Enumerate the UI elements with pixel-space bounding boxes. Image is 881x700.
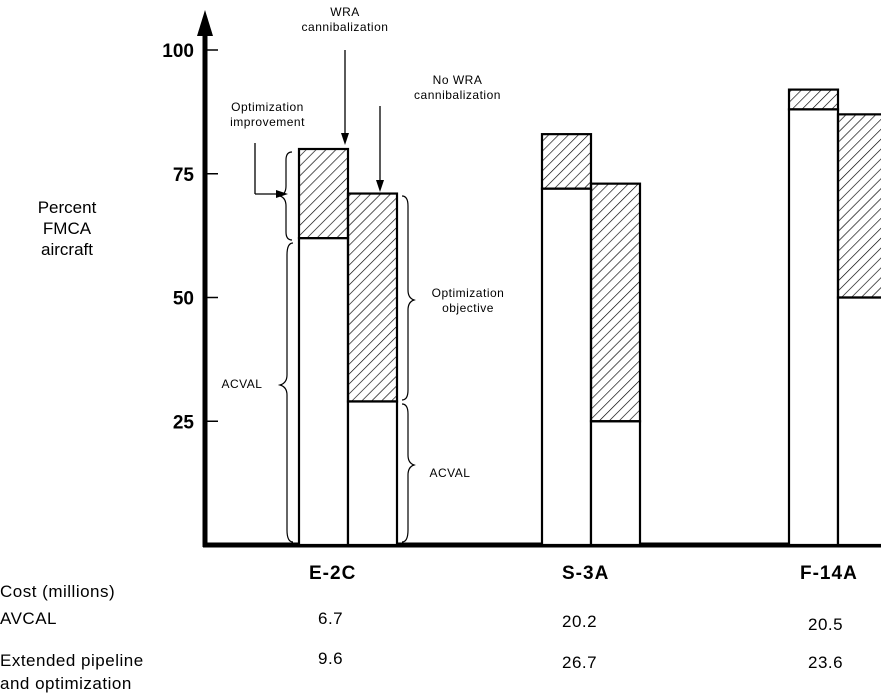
cost-value: 20.5 <box>808 615 844 634</box>
annotation-line: Optimization <box>231 100 304 114</box>
cost-value: 20.2 <box>562 612 598 631</box>
category-label: F-14A <box>800 563 858 584</box>
annotation-line: objective <box>442 301 494 315</box>
cost-value: 26.7 <box>562 653 598 672</box>
bar-optimization-e-2c-no-wra <box>346 192 399 403</box>
cost-row-label: Extended pipeline <box>0 651 144 670</box>
cost-value: 6.7 <box>318 609 344 628</box>
y-ticks: 25 50 75 100 <box>162 41 218 433</box>
y-tick-label: 25 <box>173 412 195 433</box>
bars <box>297 88 881 547</box>
cost-value: 23.6 <box>808 653 844 672</box>
y-axis-label-line: Percent <box>37 198 97 217</box>
annotation-no-wra: No WRA cannibalization <box>405 73 510 103</box>
y-axis-label: Percent FMCA aircraft <box>0 197 134 260</box>
bar-optimization-s-3a-wra <box>540 133 593 190</box>
y-axis-arrow <box>197 10 213 36</box>
annotation-line: improvement <box>230 115 305 129</box>
cost-value: 9.6 <box>318 649 344 668</box>
annotation-optimization-objective: Optimization objective <box>413 286 523 316</box>
y-tick-label: 75 <box>173 165 195 186</box>
bar-acval-e-2c-no-wra <box>346 400 399 547</box>
category-label: S-3A <box>562 563 610 584</box>
annotation-lines <box>254 50 416 543</box>
bar-acval-e-2c-wra <box>297 237 350 547</box>
annotation-line: ACVAL <box>429 466 471 480</box>
category-label: E-2C <box>309 563 357 584</box>
bar-acval-s-3a-wra <box>540 187 593 547</box>
bar-optimization-f-14a-wra <box>787 88 840 111</box>
annotation-wra: WRA cannibalization <box>300 5 390 35</box>
bar-acval-f-14a-no-wra <box>836 296 881 547</box>
annotation-line: ACVAL <box>221 377 263 391</box>
bar-optimization-e-2c-wra <box>297 147 350 240</box>
cost-table-header: Cost (millions) <box>0 582 116 601</box>
y-axis-label-line: FMCA <box>42 219 92 238</box>
annotation-acval-right: ACVAL <box>415 466 485 481</box>
cost-row-label: AVCAL <box>0 609 57 628</box>
annotation-line: cannibalization <box>301 20 389 34</box>
y-axis-label-line: aircraft <box>41 240 93 259</box>
cost-row-label: and optimization <box>0 674 132 693</box>
bar-optimization-f-14a-no-wra <box>836 113 881 299</box>
y-tick-label: 100 <box>162 41 194 62</box>
annotation-line: No WRA <box>432 73 483 87</box>
annotation-optimization-improvement: Optimization improvement <box>205 100 330 130</box>
annotation-acval-left: ACVAL <box>206 377 278 392</box>
bar-acval-f-14a-wra <box>787 108 840 547</box>
annotation-line: WRA <box>330 5 360 19</box>
bar-optimization-s-3a-no-wra <box>589 182 642 423</box>
bar-acval-s-3a-no-wra <box>589 420 642 547</box>
annotation-line: Optimization <box>431 286 505 300</box>
y-tick-label: 50 <box>173 289 194 310</box>
annotation-line: cannibalization <box>414 88 501 102</box>
